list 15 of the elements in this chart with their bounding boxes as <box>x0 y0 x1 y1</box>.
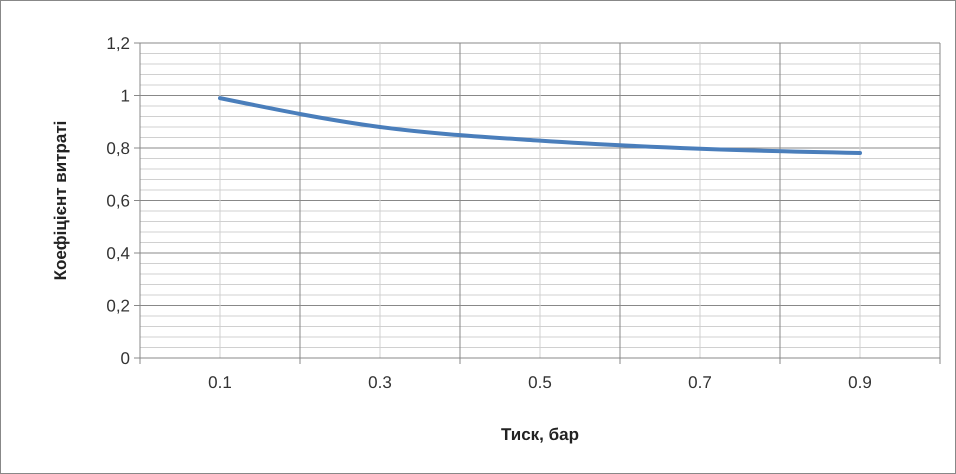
line-series <box>218 96 862 155</box>
y-tick-label: 1 <box>120 86 130 106</box>
x-axis-title: Тиск, бар <box>501 425 579 444</box>
y-tick-label: 1,2 <box>106 34 130 53</box>
x-tick-label: 0.7 <box>688 373 712 392</box>
y-tick-label: 0,8 <box>106 138 130 158</box>
y-tick-label: 0 <box>120 348 130 368</box>
y-tick-label: 0,6 <box>106 191 130 210</box>
x-tick-label: 0.5 <box>528 373 552 392</box>
x-tick-label: 0.9 <box>848 373 872 392</box>
x-tick-label: 0.1 <box>208 373 232 392</box>
y-axis-title: Коефіцієнт витраті <box>51 120 70 280</box>
y-tick-label: 0,2 <box>106 296 130 316</box>
y-tick-label: 0,4 <box>106 244 130 263</box>
x-tick-label: 0.3 <box>368 373 392 392</box>
